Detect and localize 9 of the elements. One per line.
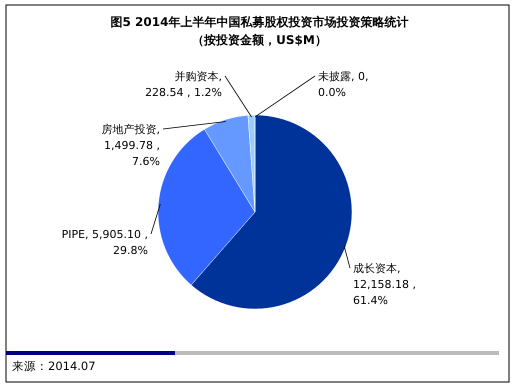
chart-title: 图5 2014年上半年中国私募股权投资市场投资策略统计 [110,15,408,29]
category-label: 未披露, 0, [318,70,368,83]
slice-label: 并购资本, 228.54 , 1.2% [145,70,222,99]
slice-label: PIPE, 5,905.10 , 29.8% [62,228,148,257]
chart-subtitle: （按投资金额，US$M） [192,33,327,47]
source-note: 来源：2014.07 [12,359,96,373]
slice-label: 房地产投资, 1,499.78 , 7.6% [102,123,160,168]
slice-label: 成长资本, 12,158.18 , 61.4% [353,262,416,307]
text: 0.0% [318,86,346,99]
